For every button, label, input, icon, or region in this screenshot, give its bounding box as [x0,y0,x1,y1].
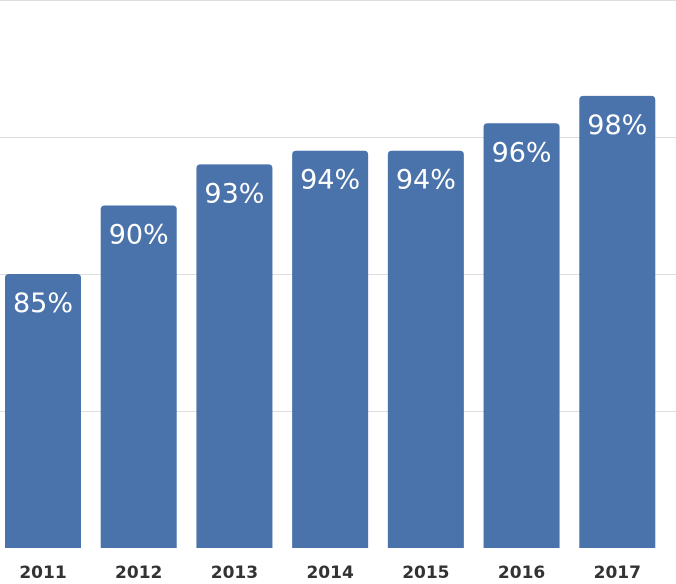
x-tick-label-2012: 2012 [115,563,162,583]
x-tick-label-2013: 2013 [211,563,258,583]
data-label-2015: 94% [396,165,456,196]
x-axis-tick-labels: 2011 2012 2013 2014 2015 2016 2017 [19,563,641,583]
data-label-2016: 96% [492,137,552,168]
bar-2014 [292,150,369,548]
bar-2012 [100,205,177,548]
bar-2015 [387,150,464,548]
data-labels: 85% 90% 93% 94% 94% 96% 98% [13,110,647,319]
bar-2017 [579,95,656,549]
x-tick-label-2014: 2014 [306,563,353,583]
bar-2011 [5,274,81,548]
bars [5,95,656,549]
x-tick-label-2017: 2017 [594,563,641,583]
data-label-2011: 85% [13,288,73,319]
bar-2013 [196,164,273,548]
x-tick-label-2011: 2011 [19,563,66,583]
bar-2016 [483,123,560,549]
data-label-2012: 90% [109,220,169,251]
x-tick-label-2015: 2015 [402,563,449,583]
data-label-2017: 98% [587,110,647,141]
data-label-2014: 94% [300,165,360,196]
x-tick-label-2016: 2016 [498,563,545,583]
data-label-2013: 93% [204,178,264,209]
